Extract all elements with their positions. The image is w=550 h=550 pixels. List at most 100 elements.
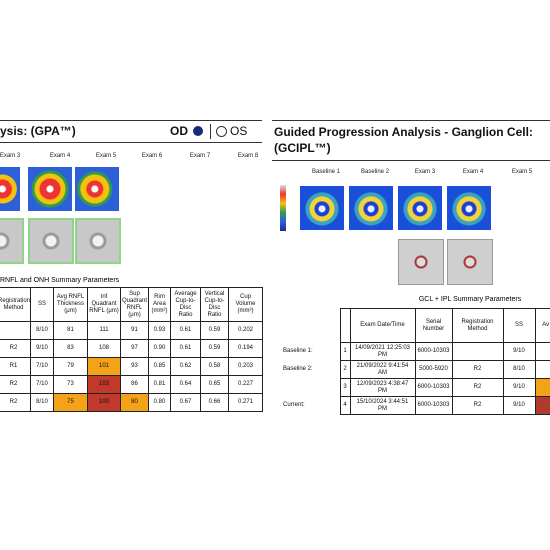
exam-header: Exam 4 — [462, 169, 484, 175]
thickness-map — [28, 167, 72, 211]
cell: 0.271 — [228, 393, 263, 412]
fundus-image — [447, 239, 493, 285]
left-title: ysis: (GPA™) — [0, 124, 76, 138]
exam-header: Exam 3 — [414, 169, 436, 175]
eye-od: OD — [170, 124, 188, 138]
cell: R2 — [0, 393, 31, 412]
data-row: R2 9/10 83 108 97 0.90 0.61 0.59 0.194 — [0, 339, 263, 358]
exam-header: Exam 4 — [49, 153, 71, 159]
cell: 0.59 — [200, 321, 229, 340]
header-cell: Sup Quadrant RNFL (μm) — [120, 287, 149, 322]
cell: R2 — [451, 396, 504, 415]
gcipl-map — [398, 186, 442, 230]
header-cell: SS — [30, 287, 54, 322]
data-row: R2 8/10 75 100 80 0.80 0.67 0.66 0.271 — [0, 393, 263, 412]
cell: 86 — [120, 375, 149, 394]
cell: 15/10/2024 3:44:51 PM — [349, 396, 416, 415]
cell: 7/10 — [30, 357, 54, 376]
cell: 93 — [120, 357, 149, 376]
cell: 0.61 — [170, 339, 201, 358]
fundus-image — [398, 239, 444, 285]
cell: 103 — [87, 375, 121, 394]
cell: 111 — [87, 321, 121, 340]
cell: 21/09/2022 9:41:54 AM — [349, 360, 416, 379]
cell: 14/09/2021 12:25:03 PM — [349, 342, 416, 361]
cell: 9/10 — [502, 342, 536, 361]
fundus-image — [0, 218, 24, 264]
cell — [534, 342, 550, 361]
cell: 83 — [53, 339, 88, 358]
header-cell — [339, 308, 351, 343]
exam-header: Baseline 1 — [311, 169, 341, 175]
cell: 0.227 — [228, 375, 263, 394]
data-row: Baseline 2: 2 21/09/2022 9:41:54 AM 5000-59… — [282, 360, 550, 379]
cell: 0.64 — [170, 375, 201, 394]
header-cell: Average Cup-to-Disc Ratio — [170, 287, 201, 322]
cell — [534, 378, 550, 397]
cell: 8/10 — [30, 393, 54, 412]
cell: 0.81 — [148, 375, 171, 394]
data-row: 3 12/09/2023 4:38:47 PM 6000-10303 R2 9/10 — [282, 378, 550, 397]
cell — [0, 321, 31, 340]
cell: 0.80 — [148, 393, 171, 412]
header-row: Registration Method SS Avg RNFL Thickness … — [0, 287, 263, 322]
cell: 9/10 — [30, 339, 54, 358]
cell — [534, 396, 550, 415]
cell: 6000-10303 — [414, 378, 453, 397]
cell: 97 — [120, 339, 149, 358]
cell: 6000-10303 — [414, 342, 453, 361]
table-title: GCL + IPL Summary Parameters — [418, 296, 522, 303]
exam-header: Exam 7 — [189, 153, 211, 159]
row-label: Current: — [283, 402, 305, 408]
cell: 4 — [339, 396, 351, 415]
row-label: Baseline 1: — [283, 348, 313, 354]
cell: 9/10 — [502, 396, 536, 415]
cell: 0.59 — [200, 339, 229, 358]
table-title: RNFL and ONH Summary Parameters — [0, 277, 120, 284]
cell: 12/09/2023 4:38:47 PM — [349, 378, 416, 397]
cell: R2 — [451, 360, 504, 379]
divider — [210, 124, 211, 139]
rule — [272, 120, 550, 121]
gcipl-map — [447, 186, 491, 230]
cell: 81 — [53, 321, 88, 340]
cell: 0.203 — [228, 357, 263, 376]
header-row: Exam Date/Time Serial Number Registration … — [282, 308, 550, 343]
header-cell: Avg RNFL Thickness (μm) — [53, 287, 88, 322]
exam-header: Exam 6 — [141, 153, 163, 159]
data-row: 8/10 81 111 91 0.93 0.61 0.59 0.202 — [0, 321, 263, 340]
header-cell: Cup Volume (mm³) — [228, 287, 263, 322]
exam-header: Exam 5 — [95, 153, 117, 159]
header-cell: Serial Number — [414, 308, 453, 343]
right-title: Guided Progression Analysis - Ganglion C… — [274, 125, 533, 155]
cell: 0.58 — [200, 357, 229, 376]
exam-header: Exam 8 — [237, 153, 259, 159]
rule — [272, 160, 550, 161]
exam-header: Exam 5 — [511, 169, 533, 175]
header-cell: Exam Date/Time — [349, 308, 416, 343]
header-cell: Inf Quadrant RNFL (μm) — [87, 287, 121, 322]
cell: 101 — [87, 357, 121, 376]
exam-header: Baseline 2 — [360, 169, 390, 175]
cell: 0.194 — [228, 339, 263, 358]
os-radio — [216, 126, 227, 137]
cell: 73 — [53, 375, 88, 394]
cell: 75 — [53, 393, 88, 412]
exam-header: Exam 3 — [0, 153, 21, 159]
header-cell: Registration Method — [0, 287, 31, 322]
cell: 8/10 — [30, 321, 54, 340]
cell: 7/10 — [30, 375, 54, 394]
gcipl-map — [300, 186, 344, 230]
rule — [0, 120, 262, 121]
rule — [0, 142, 262, 143]
cell: R1 — [0, 357, 31, 376]
header-cell: Rim Area (mm²) — [148, 287, 171, 322]
cell: R2 — [451, 378, 504, 397]
data-row: R1 7/10 79 101 93 0.85 0.62 0.58 0.203 — [0, 357, 263, 376]
cell: 0.93 — [148, 321, 171, 340]
cell — [451, 342, 504, 361]
fundus-image — [28, 218, 74, 264]
cell: 8/10 — [502, 360, 536, 379]
row-label: Baseline 2: — [283, 366, 313, 372]
